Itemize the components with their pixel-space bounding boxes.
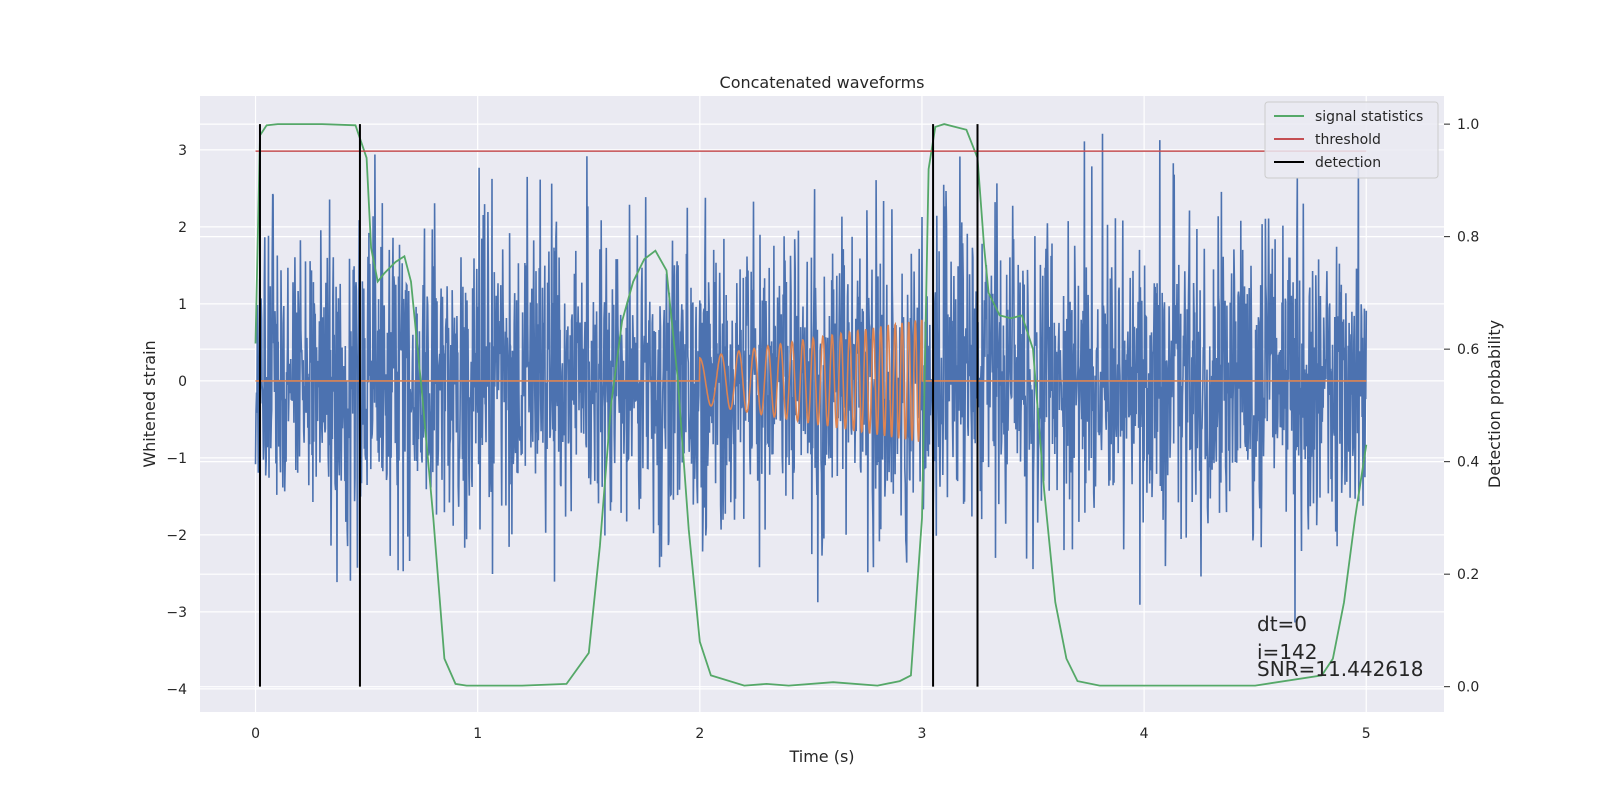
template-line: [255, 319, 1367, 442]
series-layer: [254, 123, 1368, 687]
y-right-tick-label: 0.6: [1457, 342, 1479, 358]
y-right-tick-label: 0.4: [1457, 455, 1479, 471]
x-tick-label: 3: [918, 726, 927, 742]
y-tick-label: 2: [178, 220, 187, 236]
y-tick-label: −3: [166, 605, 187, 621]
y-tick-label: −1: [166, 451, 187, 467]
x-axis-title: Time (s): [788, 747, 854, 766]
x-tick-label: 2: [695, 726, 704, 742]
y-tick-label: −2: [166, 528, 187, 544]
y-right-tick-label: 0.8: [1457, 230, 1479, 246]
legend-label-detection: detection: [1315, 155, 1381, 171]
legend-label-signal-statistics: signal statistics: [1315, 109, 1423, 125]
y-right-tick-label: 1.0: [1457, 117, 1479, 133]
x-tick-label: 1: [473, 726, 482, 742]
x-tick-label: 5: [1362, 726, 1371, 742]
annotations: dt=0 i=142 SNR=11.442618: [1257, 612, 1423, 681]
legend: signal statistics threshold detection: [1264, 101, 1439, 179]
y-right-axis-title: Detection probability: [1485, 320, 1504, 488]
annotation-snr: SNR=11.442618: [1257, 657, 1423, 681]
signal-statistics-line: [254, 123, 1368, 687]
chart-title: Concatenated waveforms: [720, 73, 925, 92]
strain-line: [254, 133, 1368, 623]
x-tick-label: 0: [251, 726, 260, 742]
y-right-tick-label: 0.0: [1457, 680, 1479, 696]
y-right-tick-label: 0.2: [1457, 567, 1479, 583]
legend-box: [1264, 101, 1439, 179]
annotation-index: i=142: [1257, 640, 1318, 664]
annotation-dt: dt=0: [1257, 612, 1307, 636]
legend-label-threshold: threshold: [1315, 132, 1381, 148]
ticks: 0 1 2 3 4 5 3 2 1 0 −1 −2 −3 −4 1.0 0.8 0.6 0.4 0.2 0.0: [166, 117, 1479, 742]
y-tick-label: 1: [178, 297, 187, 313]
y-tick-label: −4: [166, 682, 187, 698]
y-tick-label: 0: [178, 374, 187, 390]
y-tick-label: 3: [178, 143, 187, 159]
x-tick-label: 4: [1140, 726, 1149, 742]
y-axis-title: Whitened strain: [140, 340, 159, 467]
